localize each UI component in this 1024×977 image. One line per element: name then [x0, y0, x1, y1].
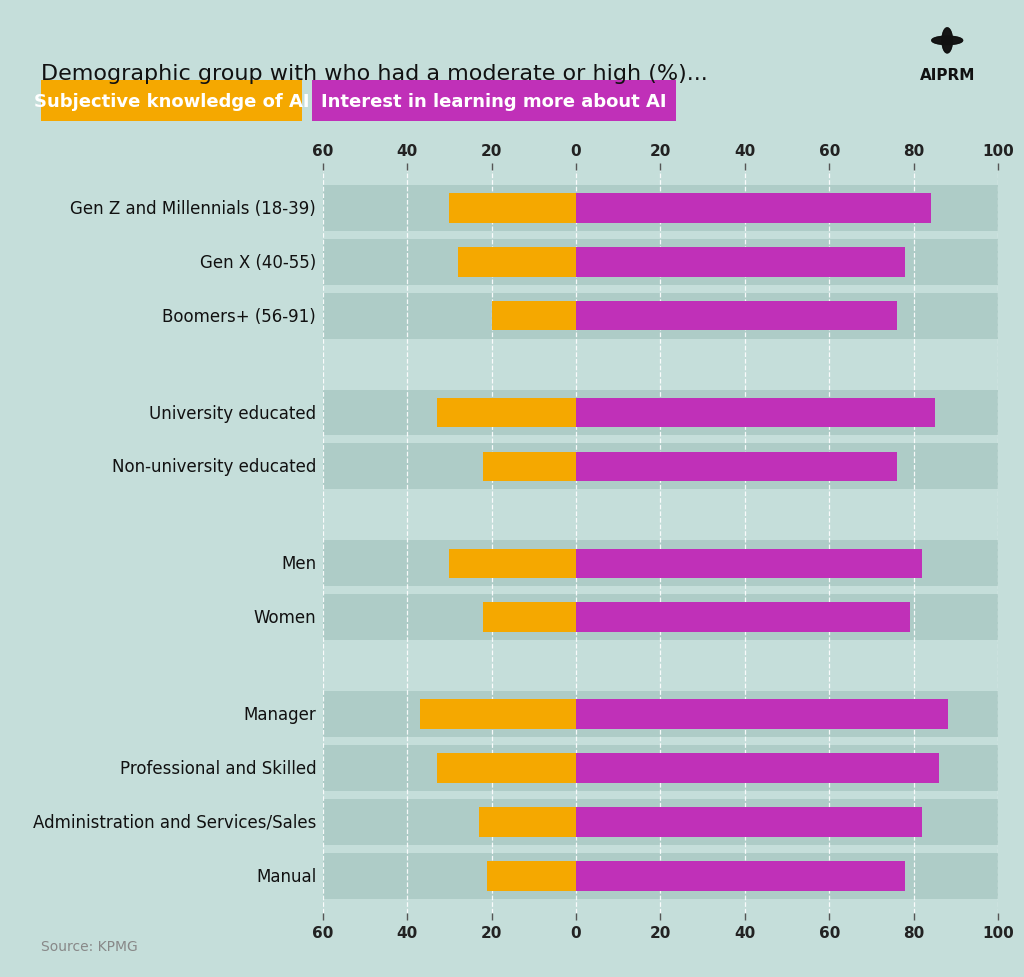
Text: Professional and Skilled: Professional and Skilled	[120, 759, 316, 778]
Text: Non-university educated: Non-university educated	[112, 458, 316, 476]
Bar	[436, 753, 575, 783]
Text: Manager: Manager	[244, 705, 316, 723]
Bar	[323, 692, 998, 738]
Bar	[323, 293, 998, 339]
Bar	[479, 807, 575, 837]
Bar	[323, 745, 998, 791]
Polygon shape	[942, 29, 952, 54]
Bar	[575, 549, 923, 578]
Text: Manual: Manual	[256, 867, 316, 885]
Bar	[575, 807, 923, 837]
Bar	[450, 549, 575, 578]
Bar	[458, 247, 575, 277]
Bar	[323, 595, 998, 641]
Text: Gen Z and Millennials (18-39): Gen Z and Millennials (18-39)	[71, 199, 316, 218]
Text: Administration and Services/Sales: Administration and Services/Sales	[33, 813, 316, 831]
Bar	[575, 399, 935, 428]
Bar	[420, 700, 575, 729]
Text: Gen X (40-55): Gen X (40-55)	[200, 253, 316, 272]
Bar	[323, 186, 998, 232]
Bar	[323, 853, 998, 899]
Bar	[575, 861, 905, 891]
Text: Women: Women	[254, 609, 316, 626]
Bar	[483, 603, 575, 632]
Bar	[575, 193, 931, 224]
Polygon shape	[932, 37, 963, 46]
Bar	[575, 753, 939, 783]
Bar	[575, 302, 897, 331]
Bar	[492, 302, 575, 331]
Bar	[575, 247, 905, 277]
Text: AIPRM: AIPRM	[920, 67, 975, 83]
Bar	[575, 452, 897, 482]
Bar	[323, 390, 998, 436]
Bar	[323, 444, 998, 489]
Bar	[323, 799, 998, 845]
Polygon shape	[942, 29, 952, 54]
Text: University educated: University educated	[150, 404, 316, 422]
Bar	[487, 861, 575, 891]
Text: Boomers+ (56-91): Boomers+ (56-91)	[163, 307, 316, 325]
Text: Men: Men	[282, 555, 316, 573]
Text: Interest in learning more about AI: Interest in learning more about AI	[322, 93, 667, 110]
Bar	[323, 541, 998, 587]
Bar	[323, 239, 998, 285]
Polygon shape	[932, 37, 963, 46]
Bar	[575, 700, 948, 729]
Bar	[436, 399, 575, 428]
Bar	[575, 603, 909, 632]
Text: Subjective knowledge of AI: Subjective knowledge of AI	[34, 93, 309, 110]
Bar	[450, 193, 575, 224]
Text: Demographic group with who had a moderate or high (%)...: Demographic group with who had a moderat…	[41, 64, 708, 83]
Text: Source: KPMG: Source: KPMG	[41, 939, 137, 953]
Bar	[483, 452, 575, 482]
